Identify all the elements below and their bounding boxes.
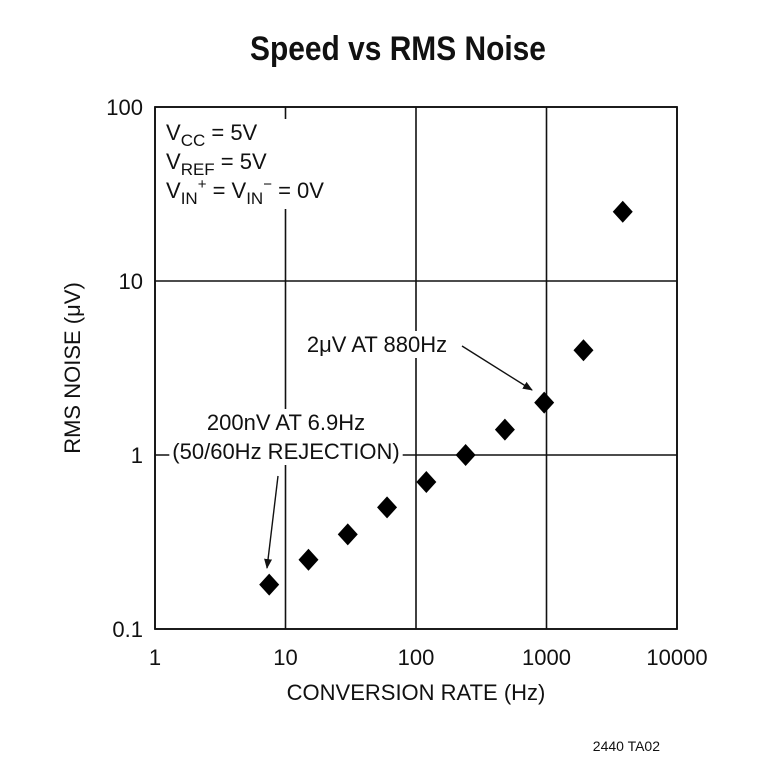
x-axis-label: CONVERSION RATE (Hz)	[287, 680, 546, 705]
condition-text: V	[166, 178, 181, 203]
footnote: 2440 TA02	[593, 738, 660, 754]
data-point	[416, 470, 437, 493]
condition-line: VCC = 5V	[166, 120, 258, 150]
data-point	[455, 444, 476, 466]
annotation: 2μV AT 880Hz	[303, 331, 451, 358]
data-point	[612, 200, 633, 223]
chart-title: Speed vs RMS Noise	[250, 29, 546, 67]
data-point	[298, 548, 319, 571]
annotation-text: 2μV AT 880Hz	[307, 332, 447, 357]
annotation: 200nV AT 6.9Hz (50/60Hz REJECTION)	[169, 409, 403, 465]
annotation-arrow	[461, 345, 533, 391]
condition-text: V	[166, 120, 181, 145]
condition-text: +	[198, 176, 207, 193]
x-tick-label: 10000	[646, 645, 707, 670]
condition-line: VREF = 5V	[166, 149, 267, 179]
condition-line: VIN+ = VIN− = 0V	[166, 176, 324, 208]
condition-text: = 5V	[215, 149, 267, 174]
condition-text: V	[166, 149, 181, 174]
y-tick-label: 100	[106, 95, 143, 120]
data-point	[534, 391, 555, 414]
data-point	[573, 339, 594, 362]
x-tick-label: 1000	[522, 645, 571, 670]
annotation-text: 200nV AT 6.9Hz	[207, 410, 365, 435]
plot-frame	[154, 106, 678, 630]
label-background	[163, 119, 328, 209]
data-point	[377, 496, 398, 519]
label-background	[169, 409, 403, 465]
condition-text: IN	[246, 189, 263, 208]
data-point	[494, 418, 515, 441]
y-tick-label: 10	[119, 269, 143, 294]
condition-text: −	[263, 176, 272, 193]
data-point	[337, 523, 358, 546]
y-axis-label: RMS NOISE (μV)	[60, 282, 85, 454]
x-tick-label: 100	[398, 645, 435, 670]
x-tick-label: 10	[273, 645, 297, 670]
y-tick-label: 1	[131, 443, 143, 468]
condition-text: = 0V	[272, 178, 324, 203]
y-tick-label: 0.1	[112, 617, 143, 642]
annotation-arrow	[264, 475, 279, 569]
condition-text: REF	[181, 160, 215, 179]
condition-text: = 5V	[205, 120, 257, 145]
data-point	[259, 573, 280, 596]
condition-text: = V	[206, 178, 246, 203]
annotation-text: (50/60Hz REJECTION)	[172, 439, 399, 464]
condition-text: IN	[181, 189, 198, 208]
x-tick-label: 1	[149, 645, 161, 670]
label-background	[303, 331, 451, 358]
condition-text: CC	[181, 131, 206, 150]
